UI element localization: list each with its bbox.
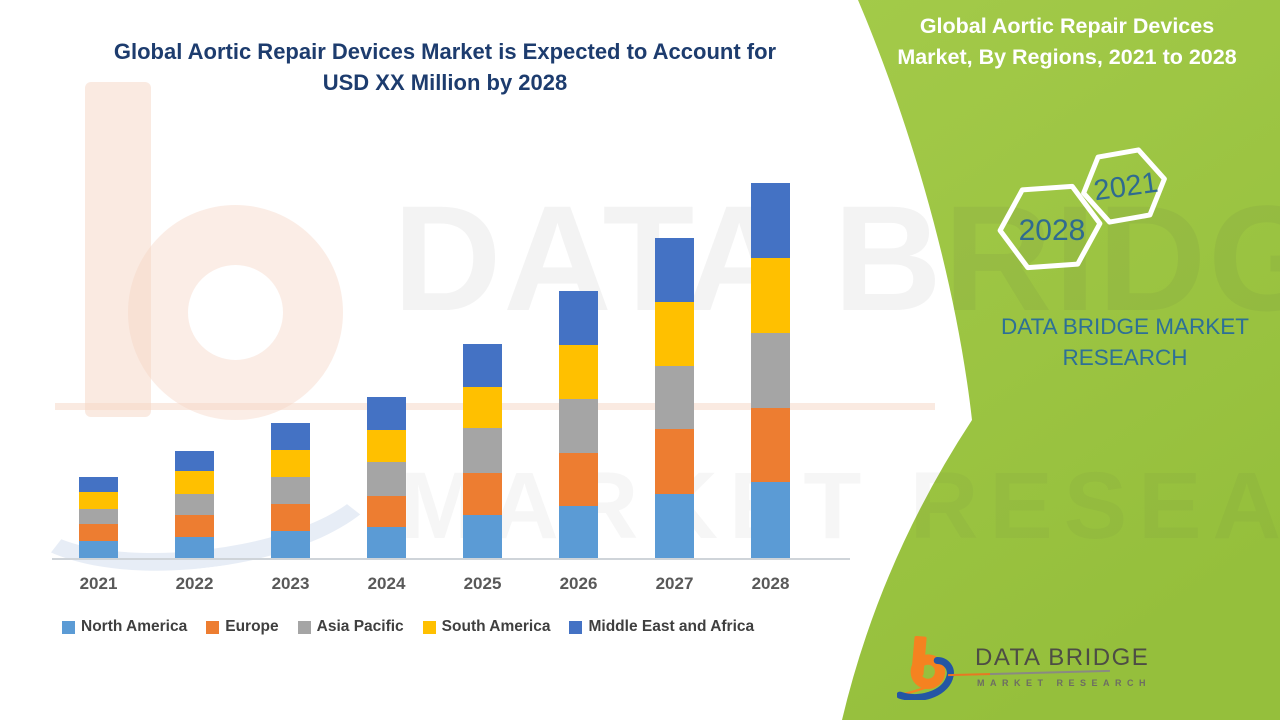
bar-segment-north-america-2021: [79, 541, 118, 558]
chart-title: Global Aortic Repair Devices Market is E…: [85, 36, 805, 98]
green-panel-shape: [842, 0, 1280, 720]
legend-swatch-icon: [422, 620, 436, 634]
bar-segment-south-america-2022: [175, 471, 214, 494]
footer-brand-subtitle: MARKET RESEARCH: [977, 678, 1152, 688]
bar-segment-middle-east-and-africa-2023: [271, 423, 310, 450]
legend-item-europe: Europe: [206, 618, 279, 636]
bar-segment-asia-pacific-2026: [559, 399, 598, 453]
bar-segment-middle-east-and-africa-2022: [175, 451, 214, 471]
bar-segment-north-america-2028: [751, 482, 790, 558]
right-panel-heading-line2: Market, By Regions, 2021 to 2028: [897, 45, 1237, 69]
bar-2024: [367, 397, 406, 558]
legend-item-asia-pacific: Asia Pacific: [297, 618, 404, 636]
hexagon-2028-outline: [997, 183, 1103, 271]
bar-segment-south-america-2024: [367, 430, 406, 462]
bar-segment-south-america-2025: [463, 387, 502, 428]
hexagon-2021-outline: [1081, 147, 1167, 225]
chart-title-line2: USD XX Million by 2028: [322, 70, 568, 95]
bar-segment-south-america-2028: [751, 258, 790, 333]
bar-2026: [559, 291, 598, 558]
bar-2022: [175, 451, 214, 558]
legend-item-middle-east-and-africa: Middle East and Africa: [569, 618, 754, 636]
bar-segment-south-america-2027: [655, 302, 694, 366]
legend-swatch-icon: [297, 620, 311, 634]
brand-wordmark: DATA BRIDGE MARKET RESEARCH: [950, 311, 1280, 373]
hexagon-2028-label: 2028: [1018, 214, 1086, 247]
bar-segment-south-america-2021: [79, 492, 118, 509]
legend-label: North America: [81, 618, 188, 635]
legend-item-north-america: North America: [62, 618, 187, 636]
x-axis-label-2027: 2027: [655, 574, 694, 593]
bar-segment-asia-pacific-2022: [175, 494, 214, 515]
legend-label: Middle East and Africa: [588, 618, 755, 635]
bar-segment-north-america-2025: [463, 515, 502, 558]
bar-segment-north-america-2026: [559, 506, 598, 558]
bar-segment-middle-east-and-africa-2024: [367, 397, 406, 430]
legend-swatch-icon: [569, 620, 583, 634]
legend-swatch-icon: [206, 620, 220, 634]
bar-segment-south-america-2023: [271, 450, 310, 477]
bar-segment-north-america-2024: [367, 527, 406, 558]
legend-label: South America: [441, 618, 551, 635]
legend-label: Asia Pacific: [316, 618, 404, 635]
bar-2027: [655, 238, 694, 558]
x-axis-label-2022: 2022: [175, 574, 214, 593]
bar-segment-europe-2023: [271, 504, 310, 531]
logo-b-bowl: [910, 654, 946, 690]
bar-segment-middle-east-and-africa-2026: [559, 291, 598, 345]
bar-2021: [79, 477, 118, 558]
bar-2025: [463, 344, 502, 558]
bar-segment-middle-east-and-africa-2027: [655, 238, 694, 302]
x-axis-label-2021: 2021: [79, 574, 118, 593]
chart-legend: North America Europe Asia Pacific South Ame…: [62, 618, 754, 636]
x-axis-label-2024: 2024: [367, 574, 406, 593]
bar-segment-europe-2026: [559, 453, 598, 506]
bar-2028: [751, 183, 790, 558]
bar-segment-south-america-2026: [559, 345, 598, 399]
x-axis-label-2023: 2023: [271, 574, 310, 593]
bar-segment-north-america-2023: [271, 531, 310, 558]
dbmr-logo-icon: [897, 636, 954, 700]
bar-segment-europe-2028: [751, 408, 790, 482]
legend-label: Europe: [225, 618, 279, 635]
bar-segment-middle-east-and-africa-2021: [79, 477, 118, 492]
bar-segment-middle-east-and-africa-2028: [751, 183, 790, 258]
brand-wordmark-line2: RESEARCH: [1062, 345, 1188, 370]
x-axis-label-2025: 2025: [463, 574, 502, 593]
footer-brand-text: DATA BRIDGE: [975, 644, 1150, 671]
bar-segment-asia-pacific-2028: [751, 333, 790, 408]
bar-segment-asia-pacific-2024: [367, 462, 406, 496]
legend-swatch-icon: [62, 620, 75, 634]
x-axis-label-2026: 2026: [559, 574, 598, 593]
bar-2023: [271, 423, 310, 558]
x-axis-label-2028: 2028: [751, 574, 790, 593]
right-panel-heading-line1: Global Aortic Repair Devices: [919, 14, 1215, 38]
legend-item-south-america: South America: [422, 618, 551, 636]
bar-segment-europe-2027: [655, 429, 694, 494]
bar-segment-europe-2022: [175, 515, 214, 537]
bar-segment-north-america-2022: [175, 537, 214, 558]
right-panel-heading: Global Aortic Repair Devices Market, By …: [862, 11, 1272, 73]
hexagon-badges: [997, 147, 1167, 271]
bar-segment-asia-pacific-2027: [655, 366, 694, 429]
chart-title-line1: Global Aortic Repair Devices Market is E…: [113, 39, 777, 64]
bar-segment-north-america-2027: [655, 494, 694, 558]
logo-blue-swoosh: [897, 657, 954, 700]
bar-segment-asia-pacific-2023: [271, 477, 310, 504]
x-axis-line: [52, 558, 850, 560]
bar-segment-europe-2025: [463, 473, 502, 515]
bar-segment-europe-2024: [367, 496, 406, 527]
brand-wordmark-line1: DATA BRIDGE MARKET: [1001, 314, 1249, 339]
bar-segment-asia-pacific-2021: [79, 509, 118, 524]
bar-segment-asia-pacific-2025: [463, 428, 502, 473]
bar-segment-europe-2021: [79, 524, 118, 541]
bar-segment-middle-east-and-africa-2025: [463, 344, 502, 387]
